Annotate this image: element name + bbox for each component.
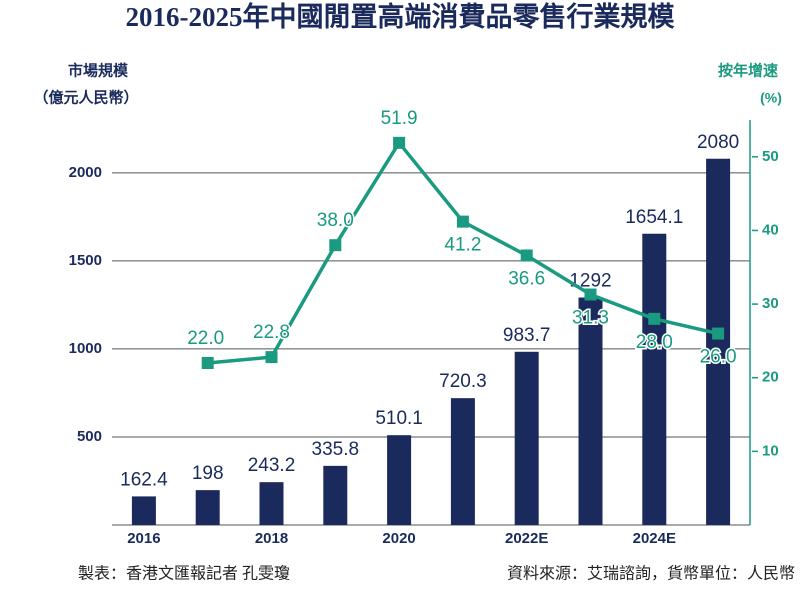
source: 資料來源：艾瑞諮詢，貨幣單位：人民幣	[507, 565, 795, 583]
bar-value-label: 1654.1	[625, 207, 683, 228]
bar-value-label: 2080	[697, 132, 739, 153]
bar	[706, 158, 731, 525]
line-marker	[712, 327, 725, 340]
bar	[131, 496, 156, 525]
y2-tick-label: 10	[762, 442, 779, 459]
line-value-label: 51.9	[381, 108, 418, 129]
y-axis-title: 市場規模	[68, 61, 129, 79]
bar-value-label: 983.7	[503, 325, 551, 346]
line-value-label: 31.3	[572, 308, 609, 329]
y2-tick-label: 20	[762, 369, 779, 386]
y-axis-unit: （億元人民幣）	[33, 88, 138, 106]
line-marker	[393, 136, 406, 149]
line-value-label: 38.0	[317, 210, 354, 231]
bar	[323, 465, 348, 525]
line-marker	[584, 288, 597, 301]
x-tick-label: 2024E	[633, 530, 676, 547]
x-tick-label: 2018	[255, 530, 288, 547]
line-value-label: 22.8	[253, 322, 290, 343]
y2-tick-label: 30	[762, 295, 779, 312]
bar-value-label: 510.1	[375, 408, 423, 429]
line-value-label: 28.0	[636, 332, 673, 353]
line-marker	[329, 239, 342, 252]
y2-axis-title: 按年增速	[718, 61, 778, 79]
bar	[195, 490, 220, 525]
y-tick-label: 1500	[69, 252, 102, 269]
bar	[450, 398, 475, 525]
bar	[578, 297, 603, 525]
bar-value-label: 720.3	[439, 371, 487, 392]
line-value-label: 36.6	[508, 269, 545, 290]
line-marker	[456, 215, 469, 228]
line-marker	[201, 357, 214, 369]
bar-value-label: 335.8	[312, 439, 360, 460]
bar-value-label: 162.4	[120, 469, 168, 490]
line-value-label: 26.0	[700, 347, 737, 368]
y-tick-label: 2000	[69, 164, 102, 181]
x-tick-label: 2022E	[505, 530, 548, 547]
y2-tick-label: 50	[762, 148, 779, 165]
y2-tick-label: 40	[762, 221, 779, 238]
y2-axis-unit: (%)	[760, 90, 782, 106]
y-tick-label: 500	[77, 428, 102, 445]
x-tick-label: 2020	[382, 530, 415, 547]
credit: 製表：香港文匯報記者 孔雯瓊	[78, 565, 290, 583]
line-marker	[520, 249, 533, 262]
bar	[387, 435, 412, 525]
bar	[642, 233, 667, 525]
line-marker	[648, 312, 661, 325]
chart-title: 2016-2025年中國閒置高端消費品零售行業規模	[126, 1, 675, 32]
y-tick-label: 1000	[69, 340, 102, 357]
bar	[514, 351, 539, 525]
bar-value-label: 243.2	[248, 455, 296, 476]
x-tick-label: 2016	[127, 530, 160, 547]
bar-value-label: 1292	[569, 271, 611, 292]
line-value-label: 41.2	[444, 235, 481, 256]
line-value-label: 22.0	[187, 328, 224, 349]
line-marker	[265, 351, 278, 364]
bar-value-label: 198	[192, 463, 224, 484]
bar	[259, 482, 284, 525]
